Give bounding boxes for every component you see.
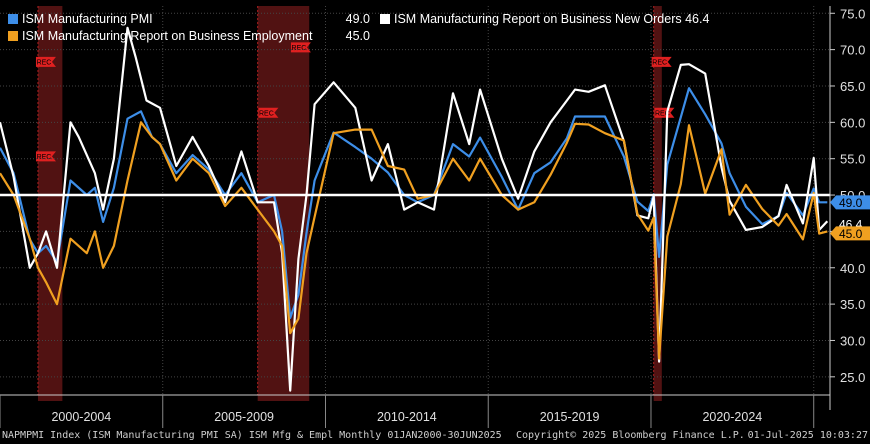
last-value-tag-label: 45.0 xyxy=(839,227,863,241)
recession-flag xyxy=(35,151,56,162)
last-value-tag-bg xyxy=(830,195,870,210)
recession-band xyxy=(653,6,662,401)
last-value-tag: 45.0 xyxy=(830,226,870,241)
legend-pmi-value: 49.0 xyxy=(345,12,370,26)
x-tick-label: 2010-2014 xyxy=(377,410,437,424)
recession-flag-label: REC xyxy=(37,154,52,161)
recession-band xyxy=(37,6,63,401)
y-tick-label: 30.0 xyxy=(840,333,865,348)
footer-copyright: Copyright© 2025 Bloomberg Finance L.P. xyxy=(516,430,745,441)
legend-new-orders-value: 46.4 xyxy=(685,12,710,26)
legend-item-pmi: ISM Manufacturing PMI 49.0 xyxy=(8,11,370,28)
last-value-tag-label: 49.0 xyxy=(839,196,863,210)
recession-band xyxy=(257,6,310,401)
legend-left: ISM Manufacturing PMI 49.0 ISM Manufactu… xyxy=(8,11,370,45)
y-tick-label: 40.0 xyxy=(840,261,865,276)
series-line xyxy=(0,87,828,319)
legend-item-new-orders: ISM Manufacturing Report on Business New… xyxy=(380,11,709,28)
footer-timestamp: 01-Jul-2025 10:03:27 xyxy=(747,430,868,441)
x-tick-label: 2005-2009 xyxy=(214,410,274,424)
series-lines xyxy=(0,26,830,392)
recession-flag xyxy=(35,56,56,67)
gridlines xyxy=(0,6,830,395)
last-value-tags: 49.046.445.0 xyxy=(830,195,870,241)
pmi-swatch xyxy=(8,14,18,24)
x-tick-label: 2020-2024 xyxy=(702,410,762,424)
footer: NAPMPMI Index (ISM Manufacturing PMI SA)… xyxy=(0,428,870,444)
x-tick-label: 2000-2004 xyxy=(51,410,111,424)
series-line xyxy=(0,26,829,392)
x-tick-label: 2015-2019 xyxy=(540,410,600,424)
legend-pmi-label: ISM Manufacturing PMI xyxy=(22,12,153,26)
new-orders-swatch xyxy=(380,14,390,24)
y-tick-label: 60.0 xyxy=(840,115,865,130)
y-tick-label: 25.0 xyxy=(840,370,865,385)
y-tick-label: 70.0 xyxy=(840,43,865,58)
recession-flag-label: REC xyxy=(652,59,667,66)
y-tick-label: 55.0 xyxy=(840,152,865,167)
recession-flag-label: REC xyxy=(37,59,52,66)
legend-new-orders-label: ISM Manufacturing Report on Business New… xyxy=(394,12,682,26)
recession-flag-label: REC xyxy=(292,45,307,52)
axes: 25.030.035.040.045.050.055.060.065.070.0… xyxy=(0,6,865,428)
y-tick-label: 75.0 xyxy=(840,6,865,21)
recession-bands: REC REC REC REC REC REC xyxy=(35,6,675,401)
recession-flag xyxy=(290,42,311,53)
series-line xyxy=(0,121,828,360)
y-tick-label: 35.0 xyxy=(840,297,865,312)
recession-flag xyxy=(258,107,279,118)
y-tick-label: 65.0 xyxy=(840,79,865,94)
footer-ticker-description: NAPMPMI Index (ISM Manufacturing PMI SA)… xyxy=(2,430,502,441)
legend-right: ISM Manufacturing Report on Business New… xyxy=(380,11,709,28)
recession-flag-label: REC xyxy=(259,110,274,117)
legend-employment-value: 45.0 xyxy=(345,29,370,43)
last-value-tag: 49.0 xyxy=(830,195,870,210)
recession-flag xyxy=(654,107,675,118)
recession-flag-label: REC xyxy=(655,110,670,117)
legend-employment-label: ISM Manufacturing Report on Business Emp… xyxy=(22,29,313,43)
legend-item-employment: ISM Manufacturing Report on Business Emp… xyxy=(8,28,370,45)
recession-flag xyxy=(651,56,672,67)
employment-swatch xyxy=(8,31,18,41)
last-value-tag-bg xyxy=(830,226,870,241)
